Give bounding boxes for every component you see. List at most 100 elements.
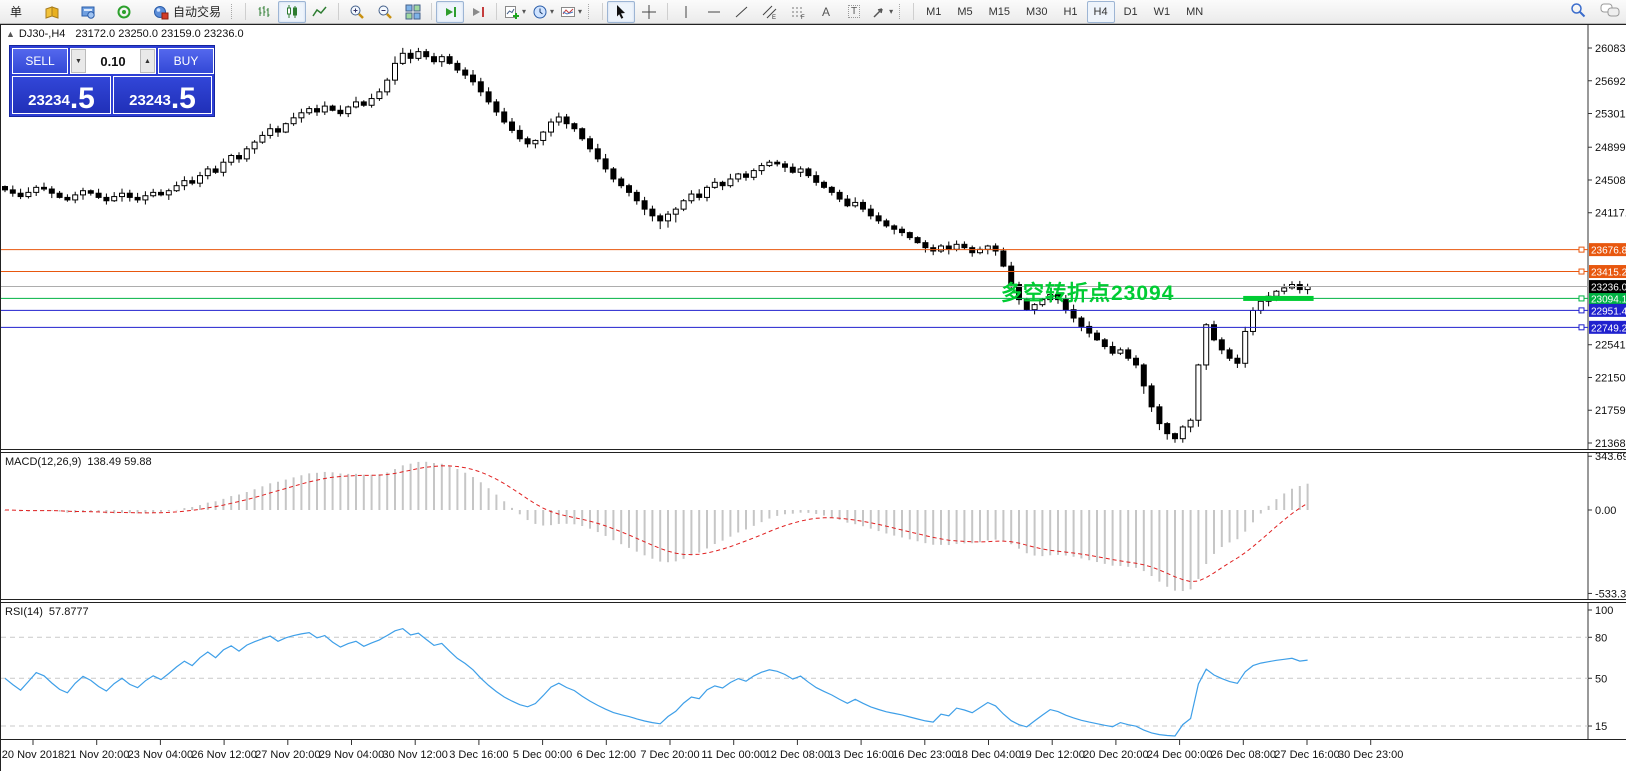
crosshair-button[interactable] [635, 1, 663, 23]
tf-button-M15[interactable]: M15 [988, 5, 1011, 18]
tf-button-M30[interactable]: M30 [1026, 5, 1048, 18]
buy-price[interactable]: 23243.5 [113, 76, 212, 114]
volume-input[interactable] [86, 49, 140, 73]
svg-text:25692.5: 25692.5 [1595, 76, 1626, 88]
horizontal-line-button[interactable] [700, 1, 728, 23]
zoom-in-button[interactable] [343, 1, 371, 23]
svg-text:343.69: 343.69 [1595, 453, 1626, 463]
svg-text:22150.5: 22150.5 [1595, 372, 1626, 384]
horizontal-line-icon [708, 11, 721, 12]
rsi-label: RSI(14) 57.8777 [5, 606, 95, 618]
svg-text:23676.8: 23676.8 [1591, 246, 1626, 257]
svg-text:21759.5: 21759.5 [1595, 405, 1626, 417]
support-bar[interactable] [1243, 295, 1314, 301]
macd-name: MACD(12,26,9) [5, 456, 82, 468]
chart-shift-icon [473, 6, 485, 17]
crosshair-icon [642, 4, 657, 19]
svg-text:-533.3: -533.3 [1595, 588, 1626, 599]
tile-windows-icon [405, 4, 421, 19]
chart-shift-button[interactable] [464, 1, 492, 23]
line-chart-button[interactable] [306, 1, 334, 23]
fibonacci-button[interactable]: F [784, 1, 812, 23]
panel-splitter-2[interactable] [1, 599, 1626, 603]
svg-text:27 Nov 20:00: 27 Nov 20:00 [255, 749, 320, 761]
svg-text:23094.1: 23094.1 [1591, 294, 1626, 305]
new-order-button[interactable]: 单 [9, 5, 22, 19]
bar-chart-button[interactable] [250, 1, 278, 23]
svg-text:5 Dec 00:00: 5 Dec 00:00 [513, 749, 572, 761]
tf-button-W1[interactable]: W1 [1153, 5, 1171, 18]
time-axis[interactable]: 20 Nov 2018 21 Nov 20:00 23 Nov 04:00 26 No… [1, 739, 1626, 771]
rsi-name: RSI(14) [5, 606, 43, 618]
terminal-button[interactable] [110, 1, 138, 23]
pivot-annotation[interactable]: 多空转折点23094 [1001, 282, 1175, 305]
templates-button[interactable]: ▾ [557, 1, 585, 23]
collapse-arrow-icon[interactable]: ▲ [6, 29, 15, 39]
svg-text:24899.0: 24899.0 [1595, 142, 1626, 154]
svg-text:20 Dec 20:00: 20 Dec 20:00 [1083, 749, 1148, 761]
svg-text:22541.5: 22541.5 [1595, 340, 1626, 352]
zoom-in-icon [350, 5, 364, 19]
chart-ohlc-label: 23172.0 23250.0 23159.0 23236.0 [75, 28, 244, 40]
main-chart-svg[interactable]: 26083.5 25692.5 25301.5 24899.0 24508.0 24117… [1, 25, 1626, 449]
text-button[interactable]: A [812, 1, 840, 23]
main-chart-panel: 26083.5 25692.5 25301.5 24899.0 24508.0 24117… [1, 25, 1626, 449]
volume-decrease-button[interactable]: ▼ [71, 49, 86, 73]
cursor-icon [617, 4, 626, 19]
market-watch-button[interactable] [38, 1, 66, 23]
buy-button[interactable]: BUY [158, 48, 214, 74]
svg-text:21 Nov 20:00: 21 Nov 20:00 [64, 749, 129, 761]
candlestick-chart-button[interactable] [278, 0, 307, 23]
svg-text:6 Dec 12:00: 6 Dec 12:00 [577, 749, 636, 761]
volume-increase-button[interactable]: ▲ [140, 49, 155, 73]
vertical-line-button[interactable] [672, 1, 700, 23]
candles-layer [2, 47, 1311, 443]
tf-button-M1[interactable]: M1 [926, 5, 942, 18]
bar-chart-icon [258, 5, 270, 17]
macd-histogram [4, 461, 1309, 591]
sell-price[interactable]: 23234.5 [12, 76, 111, 114]
search-icon[interactable] [1570, 2, 1586, 18]
arrows-icon [873, 7, 883, 18]
svg-text:26 Dec 08:00: 26 Dec 08:00 [1211, 749, 1276, 761]
svg-text:22951.4: 22951.4 [1591, 306, 1626, 317]
svg-text:30 Dec 23:00: 30 Dec 23:00 [1338, 749, 1403, 761]
svg-text:23 Nov 04:00: 23 Nov 04:00 [128, 749, 193, 761]
equidistant-channel-icon: E [762, 5, 777, 20]
tf-button-MN[interactable]: MN [1186, 5, 1204, 18]
autotrading-button[interactable]: 自动交易 [146, 1, 228, 23]
text-label-button[interactable]: T [840, 1, 868, 23]
svg-text:18 Dec 04:00: 18 Dec 04:00 [956, 749, 1021, 761]
buy-price-pips: .5 [170, 81, 196, 115]
trendline-button[interactable] [728, 1, 756, 23]
equidistant-channel-button[interactable]: E [756, 1, 784, 23]
svg-text:12 Dec 08:00: 12 Dec 08:00 [765, 749, 830, 761]
svg-text:26 Nov 12:00: 26 Nov 12:00 [191, 749, 256, 761]
periods-button[interactable]: ▾ [529, 1, 557, 23]
cursor-button[interactable] [607, 0, 636, 23]
macd-signal-line [4, 465, 1308, 583]
rsi-svg: 100 80 50 15 [1, 603, 1613, 739]
svg-text:30 Nov 12:00: 30 Nov 12:00 [382, 749, 447, 761]
zoom-out-button[interactable] [371, 1, 399, 23]
auto-scroll-icon [446, 6, 457, 17]
sell-button[interactable]: SELL [12, 48, 68, 74]
svg-text:27 Dec 16:00: 27 Dec 16:00 [1274, 749, 1339, 761]
tf-button-H1[interactable]: H1 [1063, 5, 1078, 18]
sell-price-main: 23234 [28, 92, 70, 109]
new-chart-button[interactable]: ▾ [501, 1, 529, 23]
chart-symbol-label: DJ30-,H4 [18, 28, 66, 40]
panel-splitter[interactable] [1, 449, 1626, 453]
one-click-trading-panel: SELL ▼ ▲ BUY 23234.5 23243.5 [9, 45, 215, 117]
tf-button-H4[interactable]: H4 [1086, 0, 1115, 23]
navigator-button[interactable] [74, 1, 102, 23]
svg-text:100: 100 [1595, 605, 1613, 617]
templates-icon [561, 6, 576, 17]
tf-button-D1[interactable]: D1 [1123, 5, 1138, 18]
chat-icon[interactable] [1600, 2, 1620, 18]
tile-windows-button[interactable] [399, 1, 427, 23]
text-icon: A [822, 4, 831, 19]
tf-button-M5[interactable]: M5 [957, 5, 973, 18]
auto-scroll-button[interactable] [436, 0, 465, 23]
arrows-button[interactable]: ▾ [868, 1, 896, 23]
